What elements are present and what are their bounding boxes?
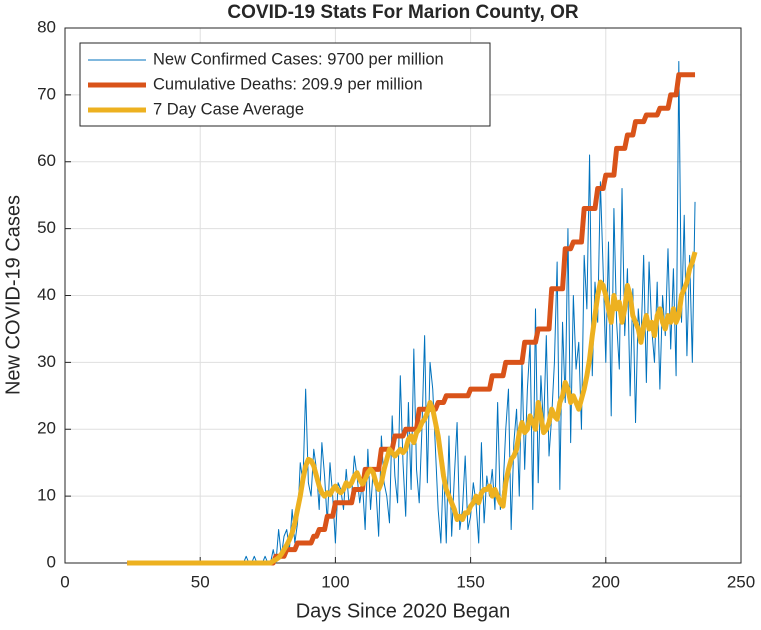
x-tick-label: 0 — [60, 572, 69, 591]
y-axis-label: New COVID-19 Cases — [2, 195, 24, 395]
y-tick-label: 80 — [37, 17, 56, 36]
legend-box — [79, 42, 491, 127]
x-tick-label: 250 — [727, 572, 755, 591]
legend-label: 7 Day Case Average — [153, 100, 304, 118]
legend-label: New Confirmed Cases: 9700 per million — [153, 50, 444, 68]
x-axis-label: Days Since 2020 Began — [296, 600, 511, 622]
axes-box — [64, 27, 742, 564]
legend: New Confirmed Cases: 9700 per million Cum… — [79, 42, 491, 127]
y-tick-label: 70 — [37, 84, 56, 103]
y-tick-label: 30 — [37, 352, 56, 371]
y-tick-label: 0 — [47, 552, 56, 571]
series-line — [127, 251, 698, 566]
y-tick-label: 50 — [37, 218, 56, 237]
x-tick-label: 50 — [191, 572, 210, 591]
y-tick-label: 10 — [37, 486, 56, 505]
y-tick-label: 60 — [37, 151, 56, 170]
y-tick-label: 40 — [37, 285, 56, 304]
y-tick-label: 20 — [37, 419, 56, 438]
x-tick-label: 150 — [456, 572, 484, 591]
x-tick-label: 200 — [592, 572, 620, 591]
chart-title: COVID-19 Stats For Marion County, OR — [227, 2, 578, 23]
x-tick-label: 100 — [321, 572, 349, 591]
legend-label: Cumulative Deaths: 209.9 per million — [153, 75, 423, 93]
